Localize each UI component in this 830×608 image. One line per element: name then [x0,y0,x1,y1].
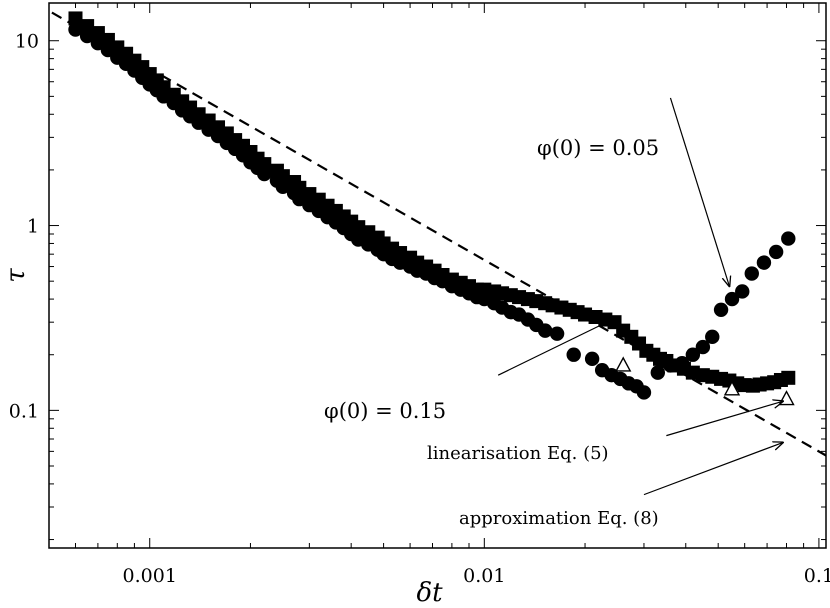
circle-marker [549,326,565,341]
circle-marker [744,266,759,281]
circle-marker [191,115,206,130]
square-marker [68,11,83,26]
circle-marker [650,365,666,380]
x-tick-label: 0.01 [463,565,505,587]
circle-marker [90,35,106,51]
annotation-arrow [666,401,782,437]
x-tick-label: 0.1 [804,565,830,587]
circle-marker [705,329,720,345]
triangle-marker [615,356,632,372]
annotation-approximation: approximation Eq. (8) [459,508,659,529]
circle-marker [537,323,553,338]
circle-marker [713,302,729,318]
circle-marker [685,347,701,362]
approximation-dashed-line [51,11,827,457]
chart-axes: 0.001 0.01 0.1 0.1 1 10 [9,2,830,587]
circle-marker [724,291,740,307]
circle-marker [674,355,690,371]
circle-marker [768,244,784,260]
annotation-linearisation: linearisation Eq. (5) [427,443,609,464]
annotation-arrow [497,317,617,376]
square-marker [578,307,593,322]
circle-marker [636,385,652,400]
triangle-marker [778,390,795,406]
annotation-arrow [669,97,729,286]
y-tick-label: 10 [15,31,39,53]
plot-frame [48,2,827,549]
chart-texts: δt τ φ(0) = 0.05 φ(0) = 0.15 linearisati… [1,136,659,608]
chart-marks [51,11,827,457]
annotation-phi-005: φ(0) = 0.05 [537,136,659,160]
annotation-phi-015: φ(0) = 0.15 [324,399,446,423]
circle-marker [79,28,95,44]
circle-marker [695,339,711,355]
square-marker [80,19,95,34]
circle-marker [156,89,171,104]
circle-marker [781,231,796,246]
circle-marker [566,347,581,362]
circle-marker [68,22,83,37]
circle-marker [663,358,678,373]
y-tick-label: 0.1 [9,400,39,422]
circle-marker [756,255,772,270]
x-axis-label: δt [416,578,443,608]
x-tick-label: 0.001 [123,565,177,587]
triangle-marker [723,380,741,396]
circle-marker [257,166,272,182]
y-axis-label: τ [1,268,31,283]
y-tick-label: 1 [27,216,39,238]
circle-marker [584,351,600,367]
square-marker [781,370,796,385]
annotation-arrow [643,443,783,496]
circle-marker [735,284,750,299]
circle-marker [275,179,291,195]
